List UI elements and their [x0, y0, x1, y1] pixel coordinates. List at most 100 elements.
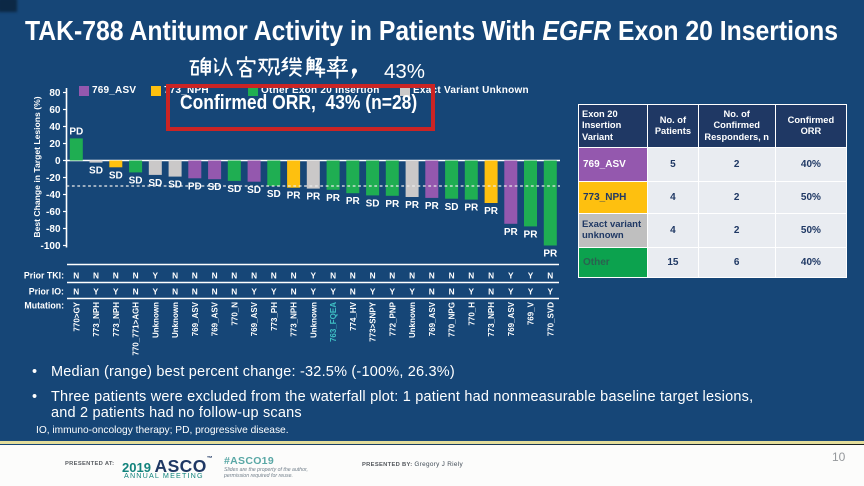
svg-text:770_NPG: 770_NPG: [448, 302, 457, 337]
svg-text:N: N: [350, 287, 356, 297]
svg-text:PR: PR: [543, 249, 558, 260]
svg-text:N: N: [449, 287, 455, 297]
svg-text:-60: -60: [46, 207, 61, 218]
svg-text:SD: SD: [247, 185, 261, 196]
svg-text:SD: SD: [148, 178, 162, 189]
svg-text:770_N: 770_N: [230, 302, 239, 326]
svg-text:Y: Y: [153, 287, 159, 297]
svg-text:Y: Y: [113, 287, 119, 297]
svg-text:SD: SD: [445, 202, 459, 213]
svg-text:SD: SD: [227, 184, 241, 195]
svg-text:Unknown: Unknown: [151, 302, 160, 338]
svg-text:N: N: [271, 271, 277, 281]
svg-text:Y: Y: [370, 287, 376, 297]
svg-text:770_SVD: 770_SVD: [546, 302, 555, 336]
svg-text:Y: Y: [469, 287, 475, 297]
svg-text:763_FQEA: 763_FQEA: [329, 302, 338, 342]
svg-text:773_NPH: 773_NPH: [112, 302, 121, 337]
svg-text:SD: SD: [89, 166, 103, 177]
svg-text:PR: PR: [484, 206, 499, 217]
svg-text:773_NPH: 773_NPH: [92, 302, 101, 337]
svg-text:PR: PR: [326, 193, 341, 204]
svg-text:N: N: [291, 287, 297, 297]
svg-text:N: N: [429, 287, 435, 297]
svg-text:0: 0: [55, 156, 61, 167]
svg-text:PR: PR: [405, 200, 420, 211]
svg-text:Unknown: Unknown: [171, 302, 180, 338]
svg-text:N: N: [93, 271, 99, 281]
svg-text:770_771>AGH: 770_771>AGH: [132, 302, 141, 356]
svg-text:N: N: [547, 271, 553, 281]
svg-text:N: N: [370, 271, 376, 281]
svg-text:N: N: [73, 271, 79, 281]
svg-text:PR: PR: [306, 192, 321, 203]
svg-text:Best Change in Target Lesions: Best Change in Target Lesions (%): [32, 96, 42, 237]
svg-text:N: N: [330, 271, 336, 281]
svg-text:SD: SD: [168, 180, 182, 191]
svg-text:Y: Y: [390, 287, 396, 297]
svg-text:N: N: [172, 287, 178, 297]
svg-text:PR: PR: [504, 227, 519, 238]
svg-text:Y: Y: [548, 287, 554, 297]
svg-text:Y: Y: [528, 287, 534, 297]
svg-text:SD: SD: [129, 175, 143, 186]
svg-text:-20: -20: [46, 173, 61, 184]
svg-text:Y: Y: [153, 271, 159, 281]
svg-text:Y: Y: [528, 271, 534, 281]
svg-text:SD: SD: [109, 170, 123, 181]
svg-text:773_PH: 773_PH: [270, 302, 279, 331]
svg-text:Y: Y: [508, 287, 514, 297]
svg-text:769_ASV: 769_ASV: [211, 301, 220, 336]
svg-text:Unknown: Unknown: [309, 302, 318, 338]
svg-text:-40: -40: [46, 190, 61, 201]
svg-text:-100: -100: [40, 241, 60, 252]
svg-text:Prior IO:: Prior IO:: [29, 287, 64, 297]
svg-text:Mutation:: Mutation:: [24, 301, 64, 311]
svg-text:N: N: [231, 287, 237, 297]
svg-text:N: N: [231, 271, 237, 281]
svg-text:PD: PD: [69, 126, 83, 137]
svg-text:Y: Y: [93, 287, 99, 297]
svg-text:769_ASV: 769_ASV: [250, 301, 259, 336]
svg-text:PR: PR: [385, 199, 400, 210]
svg-text:Unknown: Unknown: [408, 302, 417, 338]
svg-text:Y: Y: [271, 287, 277, 297]
svg-text:PR: PR: [425, 201, 440, 212]
svg-text:PR: PR: [287, 191, 302, 202]
svg-text:PR: PR: [346, 196, 361, 207]
svg-text:N: N: [291, 271, 297, 281]
svg-text:773_NPH: 773_NPH: [487, 302, 496, 337]
svg-text:Y: Y: [330, 287, 336, 297]
svg-text:PD: PD: [188, 181, 202, 192]
svg-text:N: N: [192, 271, 198, 281]
svg-text:Y: Y: [311, 271, 317, 281]
svg-text:N: N: [192, 287, 198, 297]
svg-text:N: N: [172, 271, 178, 281]
svg-text:770>GY: 770>GY: [72, 301, 81, 331]
svg-text:N: N: [429, 271, 435, 281]
svg-text:774_HV: 774_HV: [349, 301, 358, 331]
svg-text:40: 40: [49, 122, 61, 133]
svg-text:PR: PR: [464, 203, 479, 214]
svg-text:N: N: [133, 271, 139, 281]
svg-text:20: 20: [49, 139, 61, 150]
svg-text:80: 80: [49, 88, 61, 99]
svg-text:-80: -80: [46, 224, 61, 235]
svg-text:N: N: [449, 271, 455, 281]
svg-text:Y: Y: [251, 287, 257, 297]
svg-text:N: N: [73, 287, 79, 297]
svg-text:SD: SD: [366, 198, 380, 209]
svg-text:770_H: 770_H: [467, 302, 476, 326]
svg-text:60: 60: [49, 105, 61, 116]
svg-text:N: N: [488, 271, 494, 281]
svg-text:43%: 43%: [384, 60, 425, 81]
svg-text:773_NPH: 773_NPH: [290, 302, 299, 337]
svg-text:N: N: [350, 271, 356, 281]
svg-text:769_ASV: 769_ASV: [428, 301, 437, 336]
svg-text:N: N: [389, 271, 395, 281]
svg-text:PR: PR: [524, 229, 539, 240]
svg-text:N: N: [409, 271, 415, 281]
svg-text:SD: SD: [208, 182, 222, 193]
svg-text:N: N: [133, 287, 139, 297]
svg-text:N: N: [212, 271, 218, 281]
